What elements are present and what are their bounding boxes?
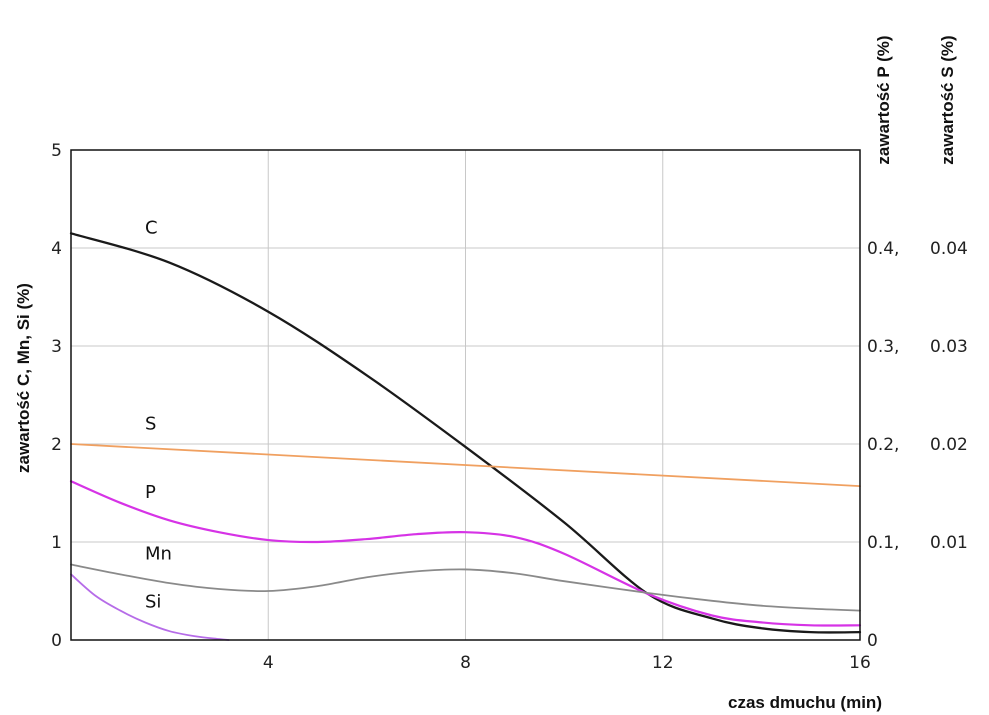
series-line-c <box>69 232 862 634</box>
p-tick-label: 0.1, <box>867 533 899 553</box>
series-lines <box>69 232 862 641</box>
x-tick-label: 8 <box>460 653 471 673</box>
y-tick-label: 3 <box>51 337 62 357</box>
x-tick-label: 16 <box>849 653 871 673</box>
y-tick-label: 0 <box>51 631 62 651</box>
s-tick-label: 0.02 <box>930 435 968 455</box>
x-axis-title: czas dmuchu (min) <box>728 693 882 712</box>
x-tick-label: 12 <box>652 653 674 673</box>
series-label-c: C <box>145 217 158 238</box>
y-axis-right-ticks: 0 0.1, 0.01 0.2, 0.02 0.3, 0.03 0.4, 0.04 <box>867 239 968 651</box>
series-labels: C S P Mn Si <box>145 217 172 612</box>
y-axis-right-s-title: zawartość S (%) <box>938 35 957 164</box>
y-axis-left-title: zawartość C, Mn, Si (%) <box>14 283 33 473</box>
s-tick-label: 0.04 <box>930 239 968 259</box>
y-tick-label: 2 <box>51 435 62 455</box>
series-line-s <box>70 443 861 488</box>
y-tick-label: 1 <box>51 533 62 553</box>
p-tick-label: 0.3, <box>867 337 899 357</box>
p-tick-label: 0 <box>867 631 878 651</box>
plot-frame <box>70 149 861 641</box>
y-axis-left-ticks: 0 1 2 3 4 5 <box>51 141 62 651</box>
grid <box>71 150 861 640</box>
series-label-p: P <box>145 482 156 503</box>
series-line-si <box>70 573 230 641</box>
s-tick-label: 0.03 <box>930 337 968 357</box>
series-line-p <box>69 480 862 627</box>
series-label-s: S <box>145 413 156 434</box>
y-tick-label: 5 <box>51 141 62 161</box>
x-axis-ticks: 4 8 12 16 <box>263 653 871 673</box>
p-tick-label: 0.2, <box>867 435 899 455</box>
series-line-mn <box>70 563 861 612</box>
series-label-si: Si <box>145 592 161 613</box>
p-tick-label: 0.4, <box>867 239 899 259</box>
y-axis-right-p-title: zawartość P (%) <box>874 35 893 164</box>
y-tick-label: 4 <box>51 239 62 259</box>
x-tick-label: 4 <box>263 653 274 673</box>
s-tick-label: 0.01 <box>930 533 968 553</box>
series-label-mn: Mn <box>145 544 172 565</box>
